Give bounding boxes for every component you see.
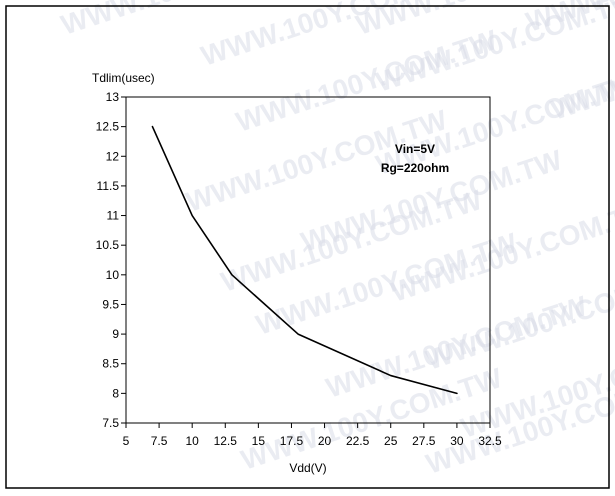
x-tick-label-7: 22.5 bbox=[346, 434, 370, 448]
x-axis-label: Vdd(V) bbox=[289, 461, 326, 475]
series-layer bbox=[151, 125, 458, 395]
annotation-vin: Vin=5V bbox=[395, 142, 435, 156]
y-tick-label-9: 12 bbox=[106, 149, 120, 163]
x-tick-label-0: 5 bbox=[123, 434, 130, 448]
x-tick-label-6: 20 bbox=[318, 434, 332, 448]
x-tick-label-1: 7.5 bbox=[151, 434, 168, 448]
y-tick-label-10: 12.5 bbox=[96, 120, 120, 134]
y-tick-label-5: 10 bbox=[106, 268, 120, 282]
x-tick-label-4: 15 bbox=[252, 434, 266, 448]
annotation-rg: Rg=220ohm bbox=[381, 161, 449, 175]
x-tick-label-3: 12.5 bbox=[214, 434, 238, 448]
y-tick-label-7: 11 bbox=[107, 209, 120, 223]
x-tick-label-10: 30 bbox=[450, 434, 464, 448]
y-axis-label: Tdlim(usec) bbox=[92, 71, 155, 85]
x-tick-label-11: 32.5 bbox=[478, 434, 502, 448]
y-tick-label-4: 9.5 bbox=[102, 297, 119, 311]
x-tick-label-2: 10 bbox=[186, 434, 200, 448]
y-tick-label-0: 7.5 bbox=[102, 416, 119, 430]
y-tick-label-11: 13 bbox=[106, 90, 120, 104]
x-axis-ticks: 5 7.5 10 12.5 15 17.5 20 22.5 25 27.5 30 32.5 bbox=[123, 423, 502, 448]
outer-figure-border bbox=[5, 5, 610, 489]
plot-area-frame bbox=[125, 96, 491, 424]
x-tick-label-9: 27.5 bbox=[412, 434, 436, 448]
series-line-0 bbox=[151, 125, 458, 395]
y-tick-label-3: 9 bbox=[112, 327, 119, 341]
y-tick-label-2: 8.5 bbox=[102, 357, 119, 371]
x-tick-label-8: 25 bbox=[384, 434, 398, 448]
y-axis-ticks: 7.5 8 8.5 9 9.5 10 10.5 11 11.5 12 12.5 13 bbox=[96, 90, 126, 430]
y-tick-label-6: 10.5 bbox=[96, 238, 120, 252]
y-tick-label-8: 11.5 bbox=[97, 179, 120, 193]
x-tick-label-5: 17.5 bbox=[280, 434, 304, 448]
y-tick-label-1: 8 bbox=[112, 386, 119, 400]
